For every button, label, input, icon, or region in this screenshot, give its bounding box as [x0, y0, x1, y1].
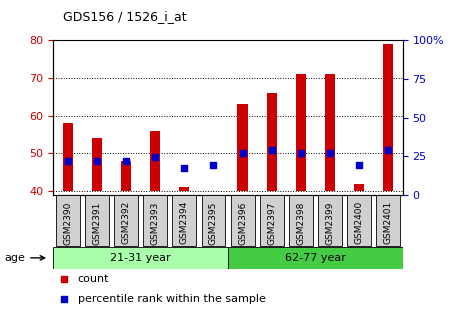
Text: GSM2392: GSM2392: [122, 201, 131, 244]
Bar: [289, 196, 313, 246]
Text: GSM2390: GSM2390: [63, 201, 72, 245]
Bar: [231, 196, 255, 246]
Text: GSM2398: GSM2398: [296, 201, 306, 245]
Text: GSM2396: GSM2396: [238, 201, 247, 245]
Text: percentile rank within the sample: percentile rank within the sample: [78, 294, 266, 304]
Bar: [318, 196, 342, 246]
Bar: [325, 74, 335, 191]
Point: [210, 162, 217, 167]
Point: [64, 158, 71, 164]
Text: GSM2401: GSM2401: [384, 201, 393, 244]
Text: 62-77 year: 62-77 year: [285, 253, 346, 263]
Point: [60, 296, 68, 302]
Point: [239, 151, 246, 156]
Bar: [53, 247, 228, 269]
Text: age: age: [4, 253, 44, 263]
Text: GSM2395: GSM2395: [209, 201, 218, 245]
Bar: [114, 196, 138, 246]
Bar: [347, 196, 371, 246]
Bar: [228, 247, 403, 269]
Bar: [172, 196, 196, 246]
Point: [326, 151, 334, 156]
Bar: [150, 131, 160, 191]
Point: [181, 166, 188, 171]
Bar: [63, 123, 73, 191]
Bar: [238, 104, 248, 191]
Bar: [201, 196, 225, 246]
Point: [151, 155, 159, 160]
Bar: [179, 187, 189, 191]
Text: GSM2399: GSM2399: [325, 201, 334, 245]
Bar: [92, 138, 102, 191]
Bar: [354, 183, 364, 191]
Text: GDS156 / 1526_i_at: GDS156 / 1526_i_at: [63, 10, 186, 24]
Point: [122, 158, 130, 164]
Text: GSM2391: GSM2391: [93, 201, 101, 245]
Bar: [376, 196, 400, 246]
Text: GSM2394: GSM2394: [180, 201, 189, 244]
Point: [385, 147, 392, 152]
Text: GSM2400: GSM2400: [355, 201, 363, 244]
Text: GSM2397: GSM2397: [267, 201, 276, 245]
Point: [356, 162, 363, 167]
Point: [60, 276, 68, 282]
Bar: [267, 93, 277, 191]
Bar: [260, 196, 284, 246]
Text: 21-31 year: 21-31 year: [110, 253, 171, 263]
Bar: [143, 196, 167, 246]
Bar: [85, 196, 109, 246]
Bar: [296, 74, 306, 191]
Text: GSM2393: GSM2393: [150, 201, 160, 245]
Bar: [121, 161, 131, 191]
Bar: [383, 44, 394, 191]
Bar: [56, 196, 80, 246]
Text: count: count: [78, 274, 109, 284]
Point: [297, 151, 305, 156]
Point: [93, 158, 100, 164]
Point: [268, 147, 275, 152]
